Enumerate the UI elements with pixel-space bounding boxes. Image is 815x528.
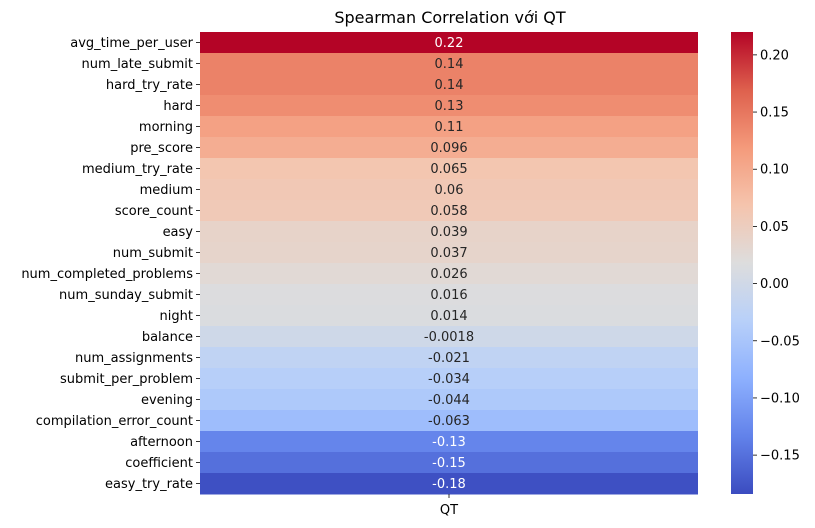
cell-value-label: 0.14 — [435, 57, 464, 72]
colorbar-tick-label: 0.15 — [760, 106, 789, 121]
heatmap-cell — [200, 158, 698, 180]
cell-value-label: -0.0018 — [424, 330, 474, 345]
heatmap-cell — [200, 305, 698, 327]
row-label: easy_try_rate — [105, 477, 193, 492]
cell-value-label: 0.039 — [430, 225, 467, 240]
colorbar: 0.20 0.15 0.10 0.05 0.00 −0.05 −0.10 −0.15 — [731, 32, 800, 494]
cell-value-label: 0.014 — [430, 309, 467, 324]
colorbar-tick-label: 0.10 — [760, 163, 789, 178]
cell-value-label: -0.15 — [432, 456, 466, 471]
row-label: night — [160, 309, 193, 324]
heatmap-cell — [200, 137, 698, 159]
heatmap-cell — [200, 263, 698, 285]
chart-title: Spearman Correlation với QT — [334, 8, 566, 27]
row-labels: avg_time_per_user num_late_submit hard_try… — [21, 36, 200, 492]
column-label: QT — [440, 503, 458, 518]
row-label: submit_per_problem — [60, 372, 193, 387]
heatmap-cell — [200, 74, 698, 96]
cell-value-label: -0.044 — [428, 393, 470, 408]
cell-value-label: 0.13 — [435, 99, 464, 114]
row-label: hard — [163, 99, 193, 114]
cell-value-label: 0.14 — [435, 78, 464, 93]
colorbar-tick-label: 0.20 — [760, 48, 789, 63]
row-label: num_assignments — [75, 351, 193, 366]
row-label: num_late_submit — [82, 57, 193, 72]
cell-value-label: 0.037 — [430, 246, 467, 261]
heatmap-cell — [200, 368, 698, 390]
heatmap-cell — [200, 452, 698, 474]
row-label: num_submit — [113, 246, 193, 261]
colorbar-gradient — [731, 32, 753, 494]
cell-value-label: 0.06 — [435, 183, 464, 198]
heatmap-cell — [200, 32, 698, 54]
cell-value-label: -0.021 — [428, 351, 470, 366]
cell-value-label: 0.016 — [430, 288, 467, 303]
heatmap-cell — [200, 200, 698, 222]
x-axis: QT — [440, 494, 458, 518]
heatmap-cell — [200, 179, 698, 201]
heatmap-cell — [200, 95, 698, 117]
heatmap-cell — [200, 242, 698, 264]
colorbar-tick-label: −0.15 — [760, 449, 800, 464]
cell-value-label: 0.026 — [430, 267, 467, 282]
row-label: morning — [139, 120, 193, 135]
row-label: afternoon — [130, 435, 193, 450]
row-label: medium — [140, 183, 193, 198]
row-label: balance — [142, 330, 193, 345]
heatmap-cell — [200, 116, 698, 138]
heatmap-cells: 0.22 0.14 0.14 0.13 0.11 0.096 0.065 0.06 0.058 0… — [200, 32, 698, 495]
row-label: pre_score — [130, 141, 193, 156]
colorbar-tick-label: −0.05 — [760, 334, 800, 349]
heatmap-cell — [200, 431, 698, 453]
heatmap-cell — [200, 284, 698, 306]
row-label: compilation_error_count — [36, 414, 193, 429]
heatmap-cell — [200, 221, 698, 243]
row-label: easy — [163, 225, 194, 240]
row-label: avg_time_per_user — [70, 36, 193, 51]
heatmap-cell — [200, 326, 698, 348]
cell-value-label: -0.18 — [432, 477, 466, 492]
row-label: coefficient — [125, 456, 193, 471]
row-label: num_sunday_submit — [59, 288, 193, 303]
row-label: evening — [141, 393, 193, 408]
heatmap-cell — [200, 410, 698, 432]
cell-value-label: 0.11 — [435, 120, 464, 135]
colorbar-tick-label: 0.05 — [760, 220, 789, 235]
row-label: medium_try_rate — [82, 162, 193, 177]
cell-value-label: 0.058 — [430, 204, 467, 219]
colorbar-tick-label: 0.00 — [760, 277, 789, 292]
cell-value-label: 0.096 — [430, 141, 467, 156]
cell-value-label: -0.13 — [432, 435, 466, 450]
cell-value-label: -0.034 — [428, 372, 470, 387]
row-label: hard_try_rate — [106, 78, 193, 93]
cell-value-label: -0.063 — [428, 414, 470, 429]
heatmap-cell — [200, 473, 698, 495]
colorbar-tick-label: −0.10 — [760, 391, 800, 406]
heatmap-cell — [200, 53, 698, 75]
cell-value-label: 0.065 — [430, 162, 467, 177]
row-label: num_completed_problems — [21, 267, 193, 282]
cell-value-label: 0.22 — [435, 36, 464, 51]
heatmap-cell — [200, 347, 698, 369]
heatmap-cell — [200, 389, 698, 411]
row-label: score_count — [115, 204, 193, 219]
